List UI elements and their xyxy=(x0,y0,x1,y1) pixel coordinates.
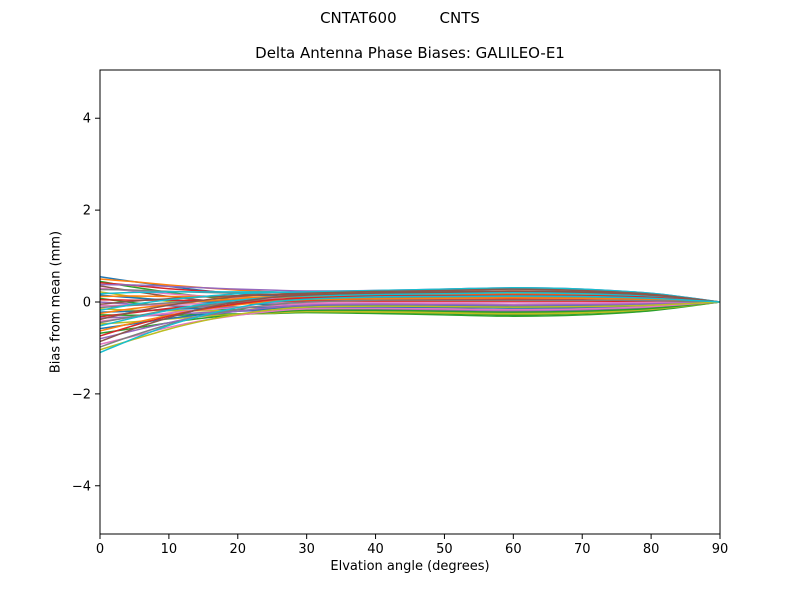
y-tick-label: 0 xyxy=(83,296,91,311)
series-line xyxy=(99,294,721,337)
x-axis-label: Elvation angle (degrees) xyxy=(330,559,490,574)
y-tick-label: −4 xyxy=(72,479,91,494)
x-tick-label: 30 xyxy=(298,542,315,557)
x-tick-label: 70 xyxy=(574,542,591,557)
series-line xyxy=(99,301,721,340)
series-line xyxy=(99,290,721,343)
series-line xyxy=(99,301,721,351)
x-tick-label: 50 xyxy=(436,542,453,557)
y-tick-label: 2 xyxy=(83,204,91,219)
axes-frame xyxy=(99,69,721,535)
y-tick-label: −2 xyxy=(72,387,91,402)
series-line xyxy=(99,297,721,332)
series-line xyxy=(99,295,721,354)
x-tick-label: 60 xyxy=(505,542,522,557)
x-tick-label: 90 xyxy=(712,542,729,557)
series-line xyxy=(99,288,721,321)
x-tick-label: 20 xyxy=(230,542,247,557)
figure-suptitle: CNTAT600 CNTS xyxy=(320,9,480,27)
x-tick-label: 0 xyxy=(96,542,104,557)
series-line xyxy=(99,292,721,327)
y-axis-label: Bias from mean (mm) xyxy=(48,230,64,374)
x-tick-label: 80 xyxy=(643,542,660,557)
x-tick-label: 40 xyxy=(367,542,384,557)
series-line xyxy=(99,287,721,312)
series-line xyxy=(99,299,721,348)
y-tick-label: 4 xyxy=(83,112,91,127)
chart-title: Delta Antenna Phase Biases: GALILEO-E1 xyxy=(255,44,565,62)
series-line xyxy=(99,301,721,345)
x-tick-label: 10 xyxy=(161,542,178,557)
